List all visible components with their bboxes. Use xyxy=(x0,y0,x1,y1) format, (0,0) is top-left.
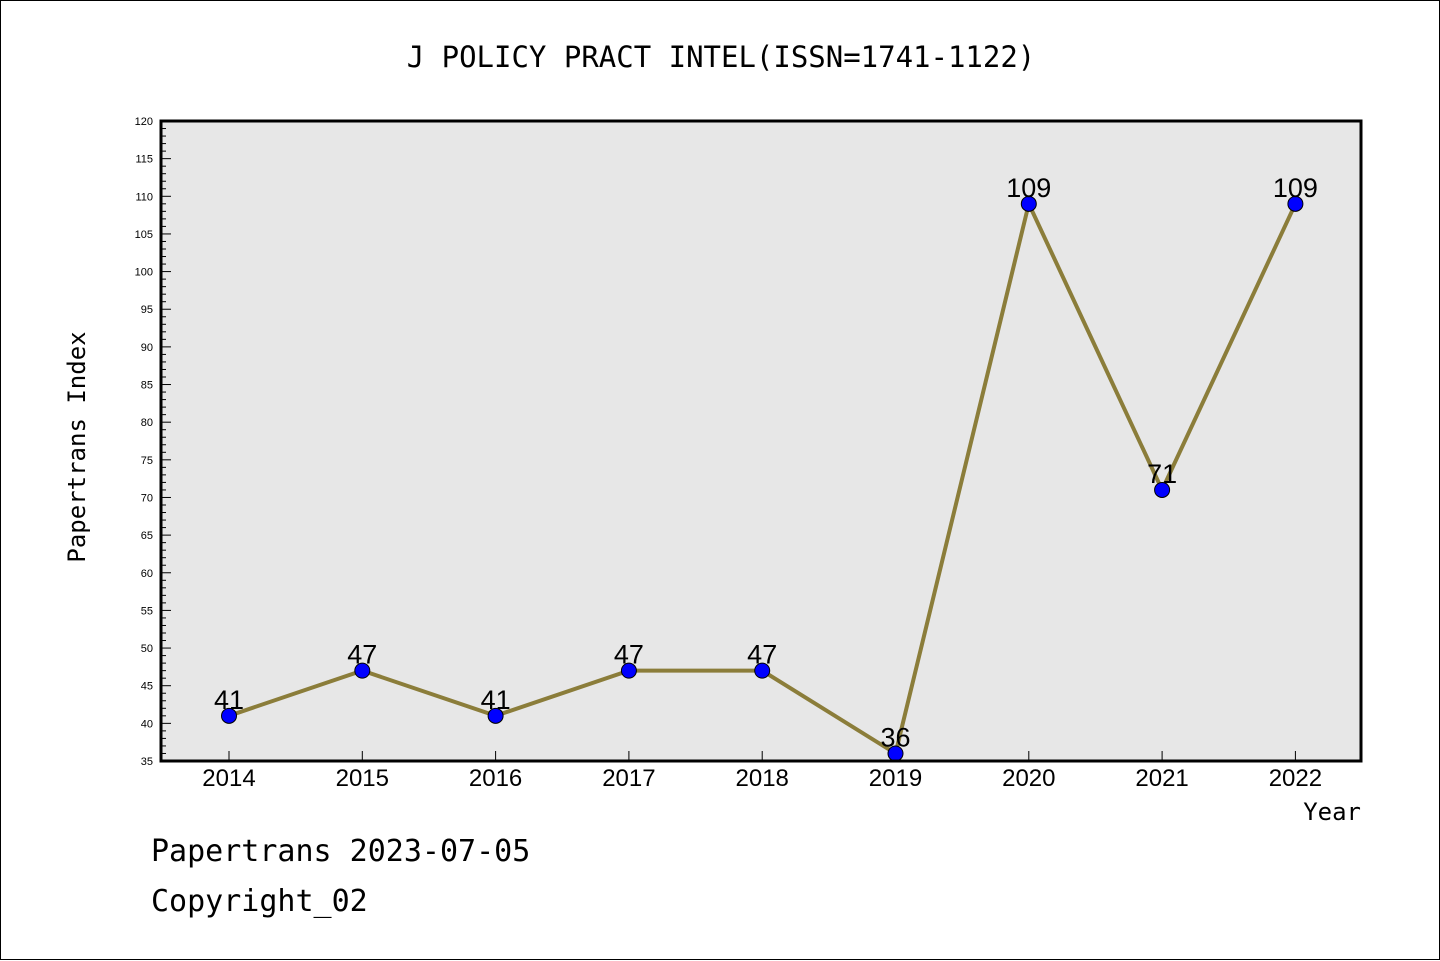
x-tick-label: 2016 xyxy=(469,765,522,792)
x-tick-label: 2020 xyxy=(1002,765,1055,792)
x-tick-label: 2015 xyxy=(336,765,389,792)
data-point-marker xyxy=(1020,195,1037,212)
x-tick-label: 2021 xyxy=(1135,765,1188,792)
y-tick-label: 65 xyxy=(141,530,153,542)
y-tick-label: 55 xyxy=(141,605,153,617)
data-label: 71 xyxy=(1147,459,1177,489)
data-point-marker xyxy=(221,707,237,724)
y-tick-label: 105 xyxy=(135,229,153,241)
x-axis: 2014 2015 2016 2017 2018 2019 2020 2021 2022 xyxy=(202,751,1322,792)
series-layer: 41 47 41 47 47 36 109 71 109 xyxy=(214,173,1318,762)
plot-border xyxy=(159,119,1363,763)
y-tick-label: 85 xyxy=(141,380,153,392)
data-label: 109 xyxy=(1273,173,1318,203)
footer-source-date: Papertrans 2023-07-05 xyxy=(151,834,531,869)
y-tick-label: 60 xyxy=(141,568,153,580)
y-tick-label: 115 xyxy=(135,154,153,166)
data-label: 41 xyxy=(481,685,511,715)
x-tick-label: 2014 xyxy=(202,765,255,792)
data-point-marker xyxy=(1287,195,1304,212)
data-label: 109 xyxy=(1006,173,1051,203)
x-tick-label: 2017 xyxy=(602,765,655,792)
y-tick-label: 95 xyxy=(141,304,153,316)
y-tick-label: 120 xyxy=(135,116,153,128)
x-tick-label: 2018 xyxy=(736,765,789,792)
y-tick-label: 80 xyxy=(141,417,153,429)
chart-title: J POLICY PRACT INTEL(ISSN=1741-1122) xyxy=(407,40,1036,74)
footer-copyright: Copyright_02 xyxy=(151,884,368,919)
data-point-marker xyxy=(754,662,771,679)
data-label: 47 xyxy=(614,640,644,670)
y-axis-label: Papertrans Index xyxy=(63,331,91,562)
y-tick-label: 100 xyxy=(135,267,153,279)
y-tick-label: 90 xyxy=(141,342,153,354)
x-tick-label: 2022 xyxy=(1269,765,1322,792)
data-label: 36 xyxy=(880,722,910,752)
x-tick-label: 2019 xyxy=(869,765,922,792)
y-tick-label: 110 xyxy=(135,191,153,203)
y-tick-label: 40 xyxy=(141,718,153,730)
y-axis: 35 40 45 50 55 60 65 70 75 80 85 90 95 100 105 110 115 12… xyxy=(135,116,171,768)
data-label: 41 xyxy=(214,685,244,715)
data-point-marker xyxy=(1154,481,1171,498)
y-tick-label: 75 xyxy=(141,455,153,467)
y-tick-label: 45 xyxy=(141,681,153,693)
data-label: 47 xyxy=(747,640,777,670)
data-label: 47 xyxy=(347,640,377,670)
y-tick-label: 35 xyxy=(141,756,153,768)
y-tick-label: 50 xyxy=(141,643,153,655)
data-point-marker xyxy=(487,707,504,724)
x-axis-label: Year xyxy=(1303,798,1361,826)
data-point-marker xyxy=(620,662,637,679)
plot-area xyxy=(161,121,1361,761)
y-tick-label: 70 xyxy=(141,492,153,504)
data-point-marker xyxy=(354,662,371,679)
